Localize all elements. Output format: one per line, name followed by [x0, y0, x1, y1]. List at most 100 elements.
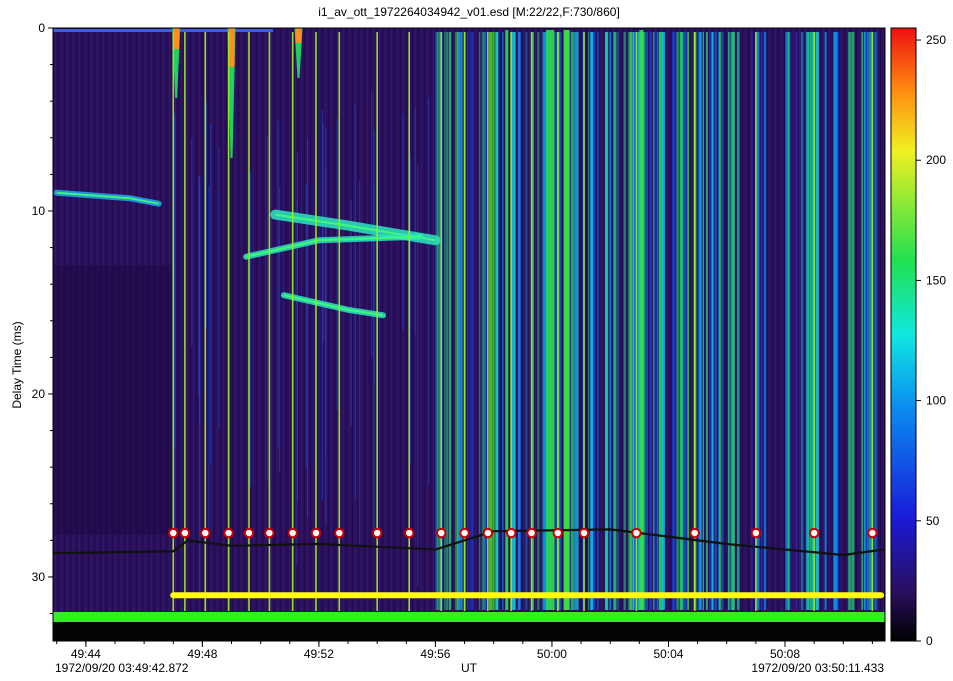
bottom-band — [53, 612, 885, 622]
x-tick-label: 49:44 — [71, 647, 101, 661]
streak — [336, 118, 338, 410]
colorbar-tick-label: 150 — [926, 273, 946, 287]
streak — [428, 97, 430, 485]
streak — [609, 32, 612, 610]
streak — [555, 32, 559, 610]
streak — [863, 32, 866, 610]
colorbar: 0 50 100 150 200 250 — [890, 27, 946, 648]
streak — [629, 32, 633, 610]
time-marker — [578, 527, 590, 539]
colorbar-tick-label: 250 — [926, 33, 946, 47]
streak — [597, 32, 599, 610]
time-marker — [482, 527, 494, 539]
x-tick-label: 49:52 — [304, 647, 334, 661]
streak — [833, 32, 836, 610]
streak — [848, 32, 851, 610]
upper-left-dark-region — [53, 265, 173, 535]
x-axis: 49:44 49:48 49:52 49:56 50:00 50:04 50:08 — [56, 641, 873, 661]
colorbar-gradient — [890, 27, 917, 642]
streak — [623, 32, 626, 610]
streak — [655, 32, 658, 610]
streak — [652, 32, 655, 610]
streak — [296, 201, 298, 565]
streak — [751, 32, 753, 610]
streak — [869, 32, 873, 610]
time-marker — [243, 527, 255, 539]
streak — [198, 175, 200, 396]
echo-traces — [53, 189, 441, 319]
streak — [488, 32, 493, 610]
bottom-black-band — [53, 622, 885, 641]
streak — [587, 32, 590, 610]
x-tick-label: 49:56 — [420, 647, 450, 661]
streak — [679, 32, 684, 610]
colorbar-tick-label: 0 — [926, 634, 933, 648]
streak — [835, 32, 838, 610]
streak — [824, 32, 827, 610]
streak — [676, 32, 678, 610]
spike-core — [173, 28, 180, 49]
marker-lines — [172, 32, 874, 611]
y-tick-label: 20 — [32, 387, 46, 401]
streak — [736, 32, 739, 610]
time-marker — [750, 527, 762, 539]
streak — [279, 186, 281, 473]
streak — [354, 104, 356, 499]
streak — [409, 154, 411, 464]
time-marker — [505, 527, 517, 539]
streak — [713, 32, 715, 610]
time-marker — [264, 527, 275, 539]
streak — [755, 32, 759, 610]
streak — [732, 32, 735, 610]
streak — [553, 32, 556, 610]
streak — [672, 32, 676, 610]
streak — [446, 32, 448, 610]
y-axis-label: Delay Time (ms) — [10, 321, 24, 408]
streak — [593, 32, 596, 610]
start-time-label: 1972/09/20 03:49:42.872 — [55, 661, 189, 675]
streak — [517, 32, 521, 610]
streak — [435, 32, 438, 610]
streak — [657, 32, 659, 610]
time-marker — [404, 527, 415, 539]
streak — [470, 32, 474, 610]
time-markers — [168, 527, 878, 539]
streak — [721, 32, 724, 610]
echo-trace-core — [283, 294, 384, 317]
bright-streak — [563, 30, 570, 610]
streak — [456, 32, 459, 610]
streak — [861, 32, 863, 610]
streak — [790, 32, 792, 610]
x-tick-label: 49:48 — [187, 647, 217, 661]
streak — [643, 32, 645, 610]
streak — [511, 32, 515, 610]
streak — [485, 32, 488, 610]
top-spikes — [172, 28, 303, 158]
streak — [458, 32, 461, 610]
spike-core — [228, 28, 235, 67]
streak — [660, 32, 663, 610]
x-axis-label: UT — [461, 661, 478, 675]
time-marker — [200, 527, 211, 539]
streak — [795, 32, 798, 610]
streak — [719, 32, 722, 610]
streak — [709, 32, 712, 610]
end-time-label: 1972/09/20 03:50:11.433 — [751, 661, 884, 675]
time-marker — [334, 527, 345, 539]
streak — [617, 32, 619, 610]
time-marker — [168, 527, 179, 539]
streak — [785, 32, 789, 610]
streak — [702, 32, 704, 610]
time-marker — [526, 527, 537, 539]
streak — [851, 32, 855, 610]
streak — [483, 32, 486, 610]
streak — [874, 32, 876, 610]
colorbar-tick-label: 200 — [926, 153, 946, 167]
streak — [448, 32, 452, 610]
colorbar-tick-label: 50 — [926, 514, 940, 528]
streak — [454, 32, 458, 610]
streak — [760, 32, 763, 610]
streak — [525, 32, 528, 610]
streak — [575, 32, 579, 610]
